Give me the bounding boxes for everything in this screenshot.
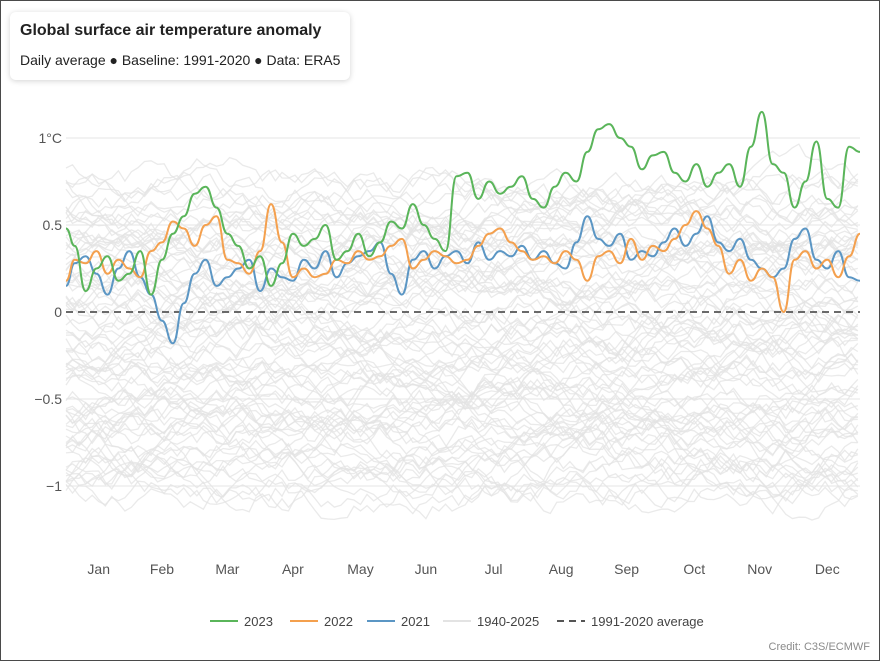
background-year-line (65, 283, 859, 347)
background-year-line (65, 409, 859, 452)
background-year-line (65, 173, 858, 232)
background-year-line (65, 160, 859, 213)
chart-subtitle: Daily average ● Baseline: 1991-2020 ● Da… (20, 52, 341, 68)
background-year-line (65, 459, 859, 521)
legend-label: 1940-2025 (477, 614, 539, 629)
series-line-2021 (65, 215, 861, 345)
background-year-line (65, 429, 858, 497)
credit-text: Credit: C3S/ECMWF (768, 641, 870, 653)
background-year-line (65, 156, 859, 241)
legend-label: 2022 (324, 614, 353, 629)
background-year-line (65, 273, 858, 329)
month-tick-label: Sep (614, 561, 639, 577)
background-year-line (65, 236, 858, 303)
background-year-line (65, 315, 859, 400)
background-year-line (65, 443, 859, 506)
month-tick-label: Jan (87, 561, 110, 577)
background-year-line (65, 340, 859, 411)
background-year-line (65, 196, 858, 263)
background-year-line (65, 218, 859, 277)
y-tick-label: 0.5 (43, 217, 63, 233)
background-year-line (65, 239, 859, 307)
background-year-line (65, 254, 859, 336)
month-tick-label: Jun (415, 561, 438, 577)
y-tick-label: 0 (54, 304, 62, 320)
month-tick-label: Dec (815, 561, 840, 577)
background-year-line (65, 442, 858, 508)
background-year-line (65, 167, 858, 246)
legend-label: 2023 (244, 614, 273, 629)
month-tick-label: Aug (549, 561, 574, 577)
background-year-line (65, 195, 859, 254)
y-tick-label: −0.5 (34, 391, 62, 407)
background-year-line (65, 378, 859, 439)
legend-label: 2021 (401, 614, 430, 629)
background-year-line (65, 305, 858, 356)
background-year-line (65, 367, 859, 433)
month-tick-label: Oct (683, 561, 705, 577)
background-years-layer (65, 143, 859, 521)
background-year-line (65, 334, 859, 385)
month-tick-label: May (347, 561, 373, 577)
background-year-line (65, 423, 859, 513)
month-tick-label: Feb (150, 561, 174, 577)
background-year-line (65, 320, 859, 399)
background-year-line (65, 314, 858, 399)
legend: 2023 2022 2021 1940-2025 1991-2020 average (210, 614, 704, 629)
background-year-line (65, 354, 859, 414)
background-year-line (65, 183, 859, 259)
background-year-line (65, 396, 858, 455)
month-tick-labels: Jan Feb Mar Apr May Jun Jul Aug Sep Oct Nov Dec (87, 561, 839, 577)
background-year-line (65, 338, 858, 398)
background-year-line (65, 286, 858, 345)
month-tick-label: Mar (215, 561, 239, 577)
y-tick-label: −1 (46, 478, 62, 494)
background-year-line (65, 189, 859, 248)
title-box: Global surface air temperature anomaly D… (10, 12, 351, 80)
background-year-line (65, 273, 859, 340)
background-year-line (65, 345, 859, 414)
legend-label: 1991-2020 average (591, 614, 704, 629)
series-line-2022 (65, 203, 861, 313)
y-tick-label: 1°C (39, 130, 63, 146)
y-tick-labels: 1°C 0.5 0 −0.5 −1 (34, 130, 62, 494)
background-year-line (65, 406, 859, 477)
series-layer (65, 110, 861, 345)
background-year-line (65, 419, 858, 475)
month-tick-label: Apr (282, 561, 304, 577)
chart-title: Global surface air temperature anomaly (20, 22, 322, 39)
background-year-line (65, 417, 859, 485)
background-year-line (65, 380, 858, 437)
month-tick-label: Nov (747, 561, 772, 577)
series-line-2023 (65, 110, 861, 296)
month-tick-label: Jul (485, 561, 503, 577)
background-year-line (65, 318, 859, 387)
background-year-line (65, 158, 859, 213)
